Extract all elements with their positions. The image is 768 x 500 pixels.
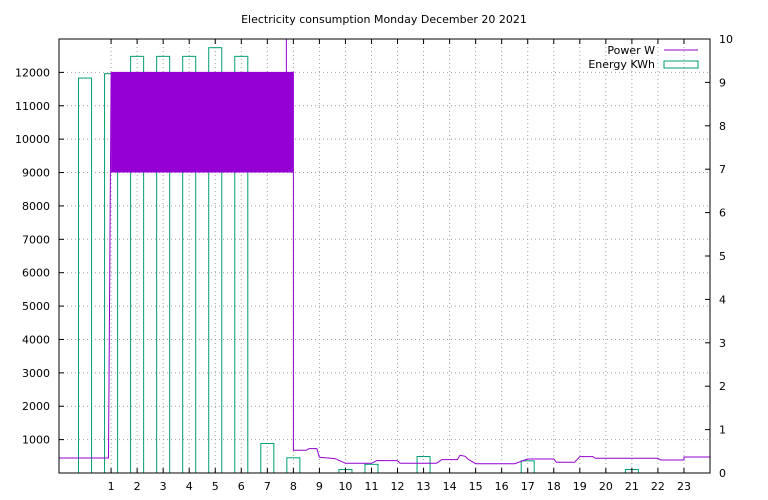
x-tick-label: 17 xyxy=(521,480,535,493)
x-tick-label: 6 xyxy=(238,480,245,493)
x-tick-label: 18 xyxy=(547,480,561,493)
y2-tick-label: 5 xyxy=(719,250,726,263)
x-tick-label: 11 xyxy=(364,480,378,493)
y-tick-label: 4000 xyxy=(22,333,50,346)
x-tick-label: 2 xyxy=(134,480,141,493)
x-tick-label: 19 xyxy=(573,480,587,493)
y-tick-label: 7000 xyxy=(22,233,50,246)
x-tick-label: 16 xyxy=(495,480,509,493)
x-tick-label: 13 xyxy=(417,480,431,493)
x-tick-label: 10 xyxy=(338,480,352,493)
axis-ticks: 1 2 3 4 5 6 7 8 9 10 11 12 13 14 15 16 17 18 19 20 21 22 23100… xyxy=(15,33,733,493)
x-tick-label: 7 xyxy=(264,480,271,493)
x-tick-label: 8 xyxy=(290,480,297,493)
y-tick-label: 9000 xyxy=(22,167,50,180)
x-tick-label: 5 xyxy=(212,480,219,493)
power-fill-band xyxy=(111,72,294,173)
y-tick-label: 12000 xyxy=(15,66,50,79)
y-tick-label: 5000 xyxy=(22,300,50,313)
x-tick-label: 14 xyxy=(443,480,457,493)
y2-tick-label: 7 xyxy=(719,163,726,176)
y2-tick-label: 8 xyxy=(719,120,726,133)
x-tick-label: 3 xyxy=(160,480,167,493)
x-tick-label: 4 xyxy=(186,480,193,493)
x-tick-label: 22 xyxy=(651,480,665,493)
power-line xyxy=(59,71,710,465)
x-tick-label: 21 xyxy=(625,480,639,493)
x-tick-label: 12 xyxy=(391,480,405,493)
x-tick-label: 1 xyxy=(108,480,115,493)
legend-energy-swatch xyxy=(663,60,699,69)
y2-tick-label: 3 xyxy=(719,337,726,350)
x-tick-label: 20 xyxy=(599,480,613,493)
y2-tick-label: 1 xyxy=(719,424,726,437)
y-tick-label: 2000 xyxy=(22,400,50,413)
y2-tick-label: 6 xyxy=(719,207,726,220)
y2-tick-label: 9 xyxy=(719,76,726,89)
y2-tick-label: 2 xyxy=(719,380,726,393)
chart-title: Electricity consumption Monday December … xyxy=(241,13,527,26)
y-tick-label: 3000 xyxy=(22,367,50,380)
y-tick-label: 11000 xyxy=(15,100,50,113)
legend: Power W Energy KWh xyxy=(588,44,699,71)
y-tick-label: 10000 xyxy=(15,133,50,146)
y-tick-label: 8000 xyxy=(22,200,50,213)
x-tick-label: 9 xyxy=(316,480,323,493)
x-tick-label: 15 xyxy=(469,480,483,493)
energy-bar xyxy=(78,77,93,474)
legend-power-label: Power W xyxy=(607,44,655,57)
y-tick-label: 1000 xyxy=(22,434,50,447)
y-tick-label: 6000 xyxy=(22,267,50,280)
power-series xyxy=(59,39,710,465)
x-tick-label: 23 xyxy=(677,480,691,493)
legend-energy-label: Energy KWh xyxy=(588,58,655,71)
y2-tick-label: 4 xyxy=(719,293,726,306)
y2-tick-label: 10 xyxy=(719,33,733,46)
y2-tick-label: 0 xyxy=(719,467,726,480)
